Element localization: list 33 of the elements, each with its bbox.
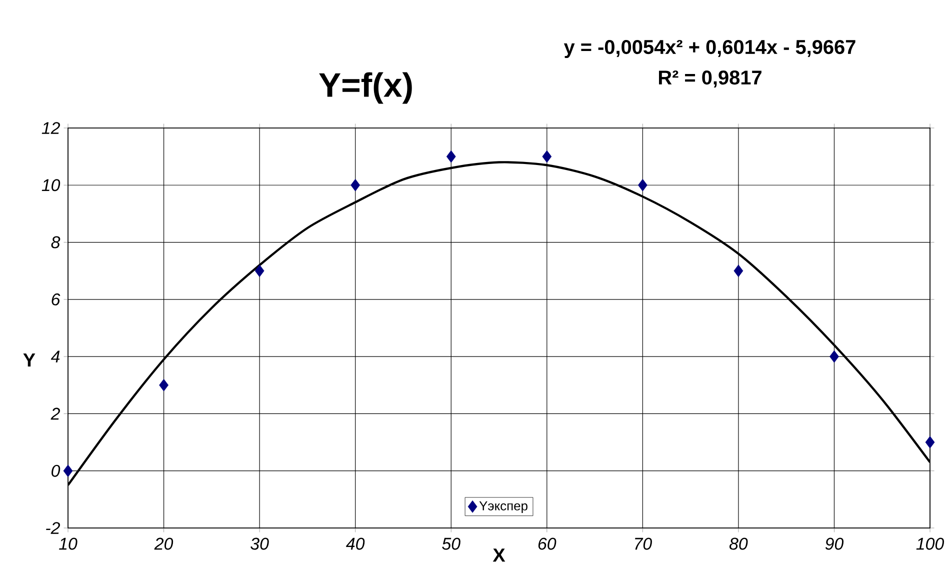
point <box>350 178 360 192</box>
point <box>925 436 935 448</box>
x-tick-label: 90 <box>825 538 844 550</box>
x-axis-title: X <box>492 548 506 562</box>
point <box>542 150 552 163</box>
y-tick-label: 12 <box>42 122 60 134</box>
y-tick-label: 10 <box>42 179 60 192</box>
y-tick-label: 4 <box>50 350 60 362</box>
y-tick-label: 6 <box>52 293 60 306</box>
x-tick-label: 60 <box>538 538 556 550</box>
x-tick-label: 80 <box>729 538 748 550</box>
point <box>254 264 264 278</box>
x-tick-label: 100 <box>916 538 944 550</box>
x-tick-label: 50 <box>442 538 460 550</box>
text: y = -0,0054x² + 0,6014x - 5,9667 <box>564 40 856 58</box>
chart-title: Y=f(x) <box>319 72 412 104</box>
y-tick-label: 0 <box>52 464 60 477</box>
x-tick-label: 70 <box>635 538 652 550</box>
point <box>830 350 839 363</box>
point <box>638 178 648 192</box>
x-tick-label: 20 <box>154 538 174 550</box>
x-tick-label: 30 <box>250 538 269 550</box>
y-tick-label: 2 <box>50 408 60 420</box>
point <box>734 264 744 278</box>
y-axis-title: Y <box>23 353 36 366</box>
y-tick-label: -2 <box>46 522 60 534</box>
legend-label: Yэкспер <box>479 501 528 513</box>
point <box>159 378 168 392</box>
y-tick-label: 8 <box>51 236 60 248</box>
point <box>446 150 456 163</box>
point <box>63 464 73 478</box>
x-tick-label: 40 <box>346 538 365 550</box>
text: R² = 0,9817 <box>658 70 762 88</box>
